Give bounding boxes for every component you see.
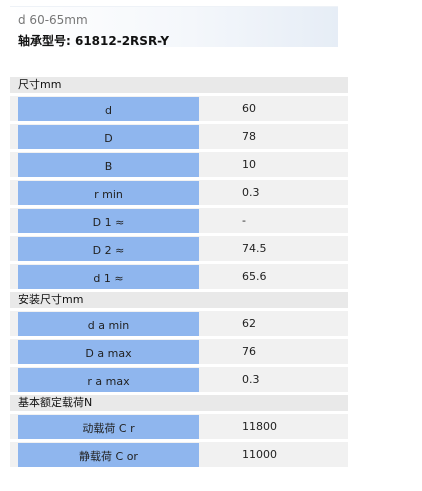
spec-table: 尺寸mm d 60 D 78 B 10 r min 0.3 D 1 ≈ - D …: [10, 77, 348, 470]
row-label: D: [18, 125, 199, 149]
row-value: 10: [242, 158, 256, 171]
row-value: 78: [242, 130, 256, 143]
table-row: D 78: [10, 124, 348, 149]
row-label: D a max: [18, 340, 199, 364]
row-value: 0.3: [242, 373, 260, 386]
row-label: B: [18, 153, 199, 177]
table-row: r a max 0.3: [10, 367, 348, 392]
diameter-range: d 60-65mm: [18, 13, 88, 27]
row-label: 动载荷 C r: [18, 415, 199, 439]
row-value: 11800: [242, 420, 277, 433]
row-value: 62: [242, 317, 256, 330]
row-value: 60: [242, 102, 256, 115]
row-value: 74.5: [242, 242, 267, 255]
row-label: r min: [18, 181, 199, 205]
table-row: r min 0.3: [10, 180, 348, 205]
table-row: d a min 62: [10, 311, 348, 336]
row-value: 65.6: [242, 270, 267, 283]
row-value: 11000: [242, 448, 277, 461]
table-row: D a max 76: [10, 339, 348, 364]
row-label: d a min: [18, 312, 199, 336]
row-label: d 1 ≈: [18, 265, 199, 289]
row-value: 0.3: [242, 186, 260, 199]
section-header-load-ratings: 基本额定载荷N: [10, 395, 348, 411]
table-row: D 1 ≈ -: [10, 208, 348, 233]
table-row: d 60: [10, 96, 348, 121]
row-value: -: [242, 214, 246, 227]
table-row: B 10: [10, 152, 348, 177]
table-row: d 1 ≈ 65.6: [10, 264, 348, 289]
table-row: D 2 ≈ 74.5: [10, 236, 348, 261]
section-header-dimensions: 尺寸mm: [10, 77, 348, 93]
row-label: D 2 ≈: [18, 237, 199, 261]
section-header-mounting-dimensions: 安装尺寸mm: [10, 292, 348, 308]
row-label: r a max: [18, 368, 199, 392]
row-label: 静载荷 C or: [18, 443, 199, 467]
product-header: d 60-65mm 轴承型号: 61812-2RSR-Y: [10, 6, 338, 48]
row-label: D 1 ≈: [18, 209, 199, 233]
row-value: 76: [242, 345, 256, 358]
row-label: d: [18, 97, 199, 121]
table-row: 静载荷 C or 11000: [10, 442, 348, 467]
table-row: 动载荷 C r 11800: [10, 414, 348, 439]
bearing-model-title: 轴承型号: 61812-2RSR-Y: [18, 34, 170, 48]
